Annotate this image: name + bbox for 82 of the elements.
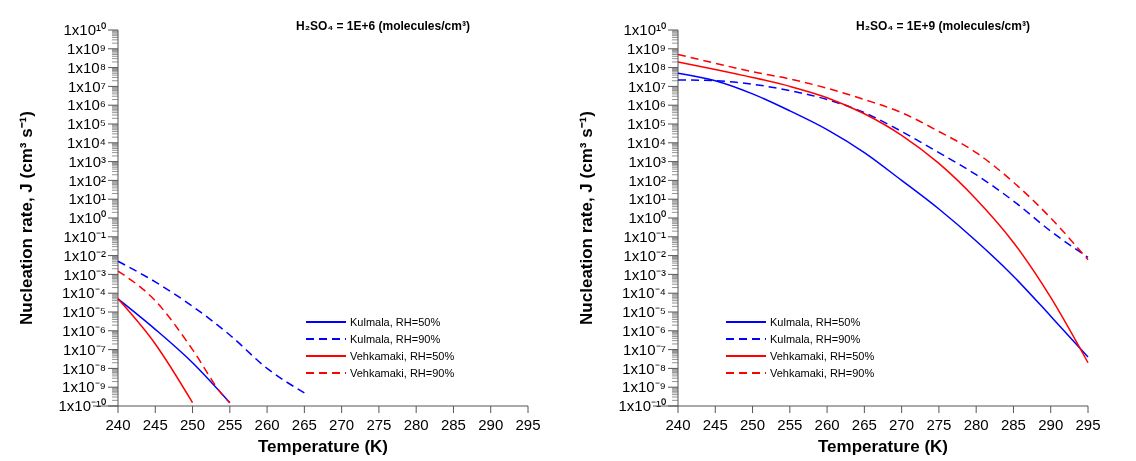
x-tick-label: 245 <box>142 416 168 433</box>
y-tick-label: 1x10⁻¹⁰ <box>58 397 106 415</box>
y-tick-label: 1x10³ <box>68 152 106 170</box>
y-tick-label: 1x10⁷ <box>628 77 666 95</box>
x-tick-label: 245 <box>702 416 728 433</box>
y-tick-label: 1x10⁹ <box>67 40 106 58</box>
y-tick-label: 1x10⁻⁶ <box>62 322 106 340</box>
y-tick-label: 1x10⁶ <box>67 96 106 114</box>
x-tick-label: 240 <box>665 416 691 433</box>
y-axis-title: Nucleation rate, J (cm³ s⁻¹) <box>577 111 596 325</box>
y-tick-label: 1x10⁴ <box>627 134 666 152</box>
y-axis-title: Nucleation rate, J (cm³ s⁻¹) <box>17 111 36 325</box>
y-tick-label: 1x10⁻³ <box>623 265 666 283</box>
y-tick-label: 1x10⁹ <box>627 40 666 58</box>
x-tick-label: 275 <box>926 416 952 433</box>
y-tick-label: 1x10⁻⁹ <box>622 378 666 396</box>
legend-label: Kulmala, RH=90% <box>770 332 861 345</box>
line-series <box>117 260 306 394</box>
legend-label: Vehkamaki, RH=50% <box>770 349 875 362</box>
x-tick-label: 295 <box>515 416 541 433</box>
x-tick-label: 275 <box>366 416 392 433</box>
x-tick-label: 290 <box>478 416 504 433</box>
y-tick-label: 1x10⁻¹ <box>623 228 666 246</box>
y-tick-label: 1x10⁻⁷ <box>623 340 666 358</box>
chart-title: H₂SO₄ = 1E+9 (molecules/cm³) <box>856 19 1030 33</box>
x-tick-label: 295 <box>1075 416 1101 433</box>
legend-label: Kulmala, RH=50% <box>350 315 441 328</box>
y-tick-label: 1x10¹ <box>628 190 666 208</box>
x-tick-label: 280 <box>403 416 429 433</box>
y-tick-label: 1x10⁻⁶ <box>622 322 666 340</box>
y-tick-label: 1x10⁰ <box>628 209 666 227</box>
x-tick-label: 260 <box>814 416 840 433</box>
y-tick-label: 1x10⁻⁵ <box>622 303 666 321</box>
y-tick-label: 1x10⁵ <box>627 115 666 133</box>
y-tick-label: 1x10⁻¹⁰ <box>618 397 666 415</box>
x-tick-label: 260 <box>254 416 280 433</box>
x-tick-label: 270 <box>329 416 355 433</box>
y-tick-label: 1x10⁶ <box>627 96 666 114</box>
x-tick-label: 265 <box>291 416 317 433</box>
legend-label: Kulmala, RH=50% <box>770 315 861 328</box>
chart-title: H₂SO₄ = 1E+6 (molecules/cm³) <box>296 19 470 33</box>
y-tick-label: 1x10⁻⁴ <box>622 284 666 302</box>
x-tick-label: 290 <box>1038 416 1064 433</box>
x-tick-label: 240 <box>105 416 131 433</box>
y-tick-label: 1x10³ <box>628 152 666 170</box>
y-tick-label: 1x10⁻⁴ <box>62 284 106 302</box>
line-series <box>117 270 231 404</box>
y-tick-label: 1x10¹⁰ <box>63 21 106 39</box>
x-tick-label: 255 <box>217 416 243 433</box>
x-tick-label: 255 <box>777 416 803 433</box>
y-tick-label: 1x10¹ <box>68 190 106 208</box>
y-tick-label: 1x10⁻³ <box>63 265 106 283</box>
y-tick-label: 1x10² <box>68 171 106 189</box>
y-tick-label: 1x10⁻⁸ <box>62 359 106 377</box>
x-axis-title: Temperature (K) <box>817 437 949 456</box>
y-tick-label: 1x10⁻⁷ <box>63 340 106 358</box>
x-tick-label: 250 <box>180 416 206 433</box>
y-tick-label: 1x10⁻⁵ <box>62 303 106 321</box>
x-tick-label: 285 <box>1000 416 1026 433</box>
legend-label: Vehkamaki, RH=90% <box>350 366 455 379</box>
y-tick-label: 1x10⁻¹ <box>63 228 106 246</box>
y-tick-label: 1x10⁻² <box>63 246 106 264</box>
y-tick-label: 1x10⁻⁹ <box>62 378 106 396</box>
x-axis-title: Temperature (K) <box>257 437 389 456</box>
y-tick-label: 1x10⁴ <box>67 134 106 152</box>
x-tick-label: 265 <box>851 416 877 433</box>
x-tick-label: 285 <box>440 416 466 433</box>
y-tick-label: 1x10⁻² <box>623 246 666 264</box>
legend-label: Vehkamaki, RH=90% <box>770 366 875 379</box>
x-tick-label: 250 <box>740 416 766 433</box>
y-tick-label: 1x10⁸ <box>627 58 666 76</box>
y-tick-label: 1x10¹⁰ <box>623 21 666 39</box>
legend-label: Vehkamaki, RH=50% <box>350 349 455 362</box>
y-tick-label: 1x10⁰ <box>68 209 106 227</box>
y-tick-label: 1x10⁸ <box>67 58 106 76</box>
y-tick-label: 1x10⁻⁸ <box>622 359 666 377</box>
y-tick-label: 1x10⁷ <box>68 77 106 95</box>
legend-label: Kulmala, RH=90% <box>350 332 441 345</box>
x-tick-label: 270 <box>889 416 915 433</box>
x-tick-label: 280 <box>963 416 989 433</box>
y-tick-label: 1x10² <box>628 171 666 189</box>
y-tick-label: 1x10⁵ <box>67 115 106 133</box>
